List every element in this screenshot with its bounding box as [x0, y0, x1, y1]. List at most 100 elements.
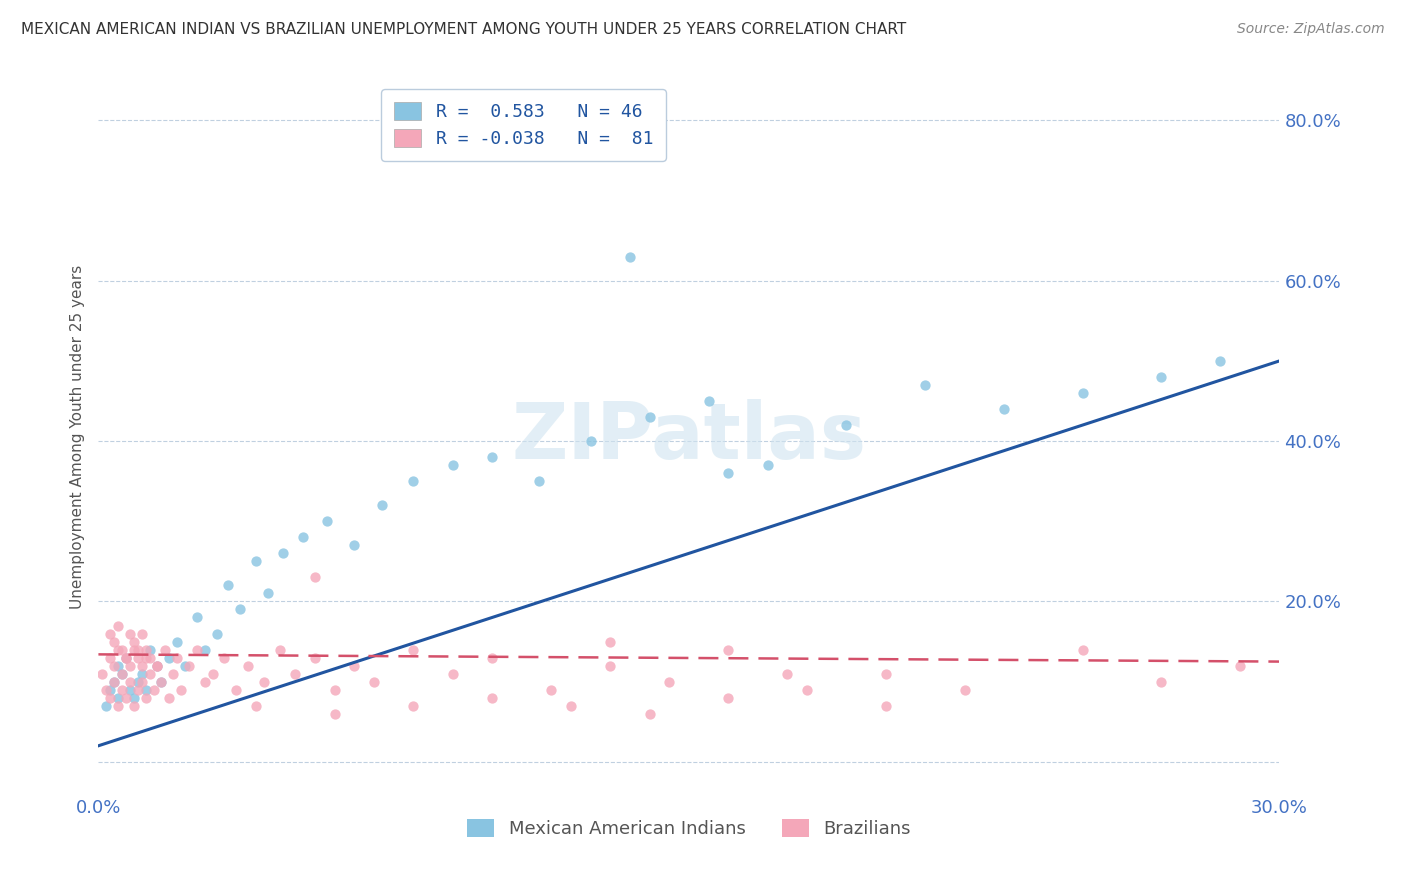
Point	[875, 666, 897, 681]
Point	[304, 570, 326, 584]
Point	[214, 650, 236, 665]
Point	[122, 698, 145, 713]
Point	[253, 674, 276, 689]
Point	[111, 666, 134, 681]
Point	[186, 610, 208, 624]
Point	[256, 586, 278, 600]
Point	[157, 650, 180, 665]
Point	[111, 682, 134, 697]
Point	[697, 394, 720, 409]
Point	[402, 474, 425, 488]
Point	[323, 682, 346, 697]
Point	[441, 666, 464, 681]
Point	[177, 658, 200, 673]
Point	[993, 402, 1015, 417]
Point	[135, 682, 157, 697]
Point	[236, 658, 259, 673]
Point	[194, 674, 217, 689]
Point	[127, 674, 149, 689]
Point	[118, 626, 141, 640]
Point	[107, 618, 129, 632]
Point	[402, 698, 425, 713]
Point	[273, 546, 295, 560]
Point	[150, 674, 173, 689]
Point	[186, 642, 208, 657]
Point	[122, 642, 145, 657]
Y-axis label: Unemployment Among Youth under 25 years: Unemployment Among Youth under 25 years	[69, 265, 84, 609]
Point	[875, 698, 897, 713]
Point	[796, 682, 818, 697]
Point	[115, 690, 138, 705]
Point	[1229, 658, 1251, 673]
Point	[127, 642, 149, 657]
Point	[914, 378, 936, 392]
Point	[717, 466, 740, 480]
Point	[174, 658, 197, 673]
Point	[150, 674, 173, 689]
Point	[315, 514, 337, 528]
Point	[363, 674, 385, 689]
Point	[1209, 354, 1232, 368]
Point	[619, 250, 641, 264]
Point	[658, 674, 681, 689]
Point	[107, 698, 129, 713]
Point	[343, 658, 366, 673]
Point	[135, 690, 157, 705]
Point	[103, 634, 125, 648]
Point	[98, 690, 121, 705]
Point	[166, 650, 188, 665]
Point	[269, 642, 291, 657]
Point	[157, 690, 180, 705]
Point	[98, 650, 121, 665]
Point	[835, 418, 858, 433]
Legend: Mexican American Indians, Brazilians: Mexican American Indians, Brazilians	[457, 808, 921, 849]
Point	[756, 458, 779, 472]
Point	[1071, 642, 1094, 657]
Point	[402, 642, 425, 657]
Point	[115, 650, 138, 665]
Point	[225, 682, 247, 697]
Point	[122, 690, 145, 705]
Point	[343, 538, 366, 552]
Point	[111, 666, 134, 681]
Point	[481, 690, 503, 705]
Point	[131, 626, 153, 640]
Point	[96, 682, 118, 697]
Point	[103, 658, 125, 673]
Point	[323, 706, 346, 721]
Point	[155, 642, 177, 657]
Point	[131, 658, 153, 673]
Point	[529, 474, 551, 488]
Point	[201, 666, 224, 681]
Point	[194, 642, 217, 657]
Point	[245, 554, 267, 568]
Point	[107, 658, 129, 673]
Point	[131, 674, 153, 689]
Point	[118, 682, 141, 697]
Point	[217, 578, 239, 592]
Point	[540, 682, 562, 697]
Point	[98, 626, 121, 640]
Point	[115, 650, 138, 665]
Point	[118, 674, 141, 689]
Point	[599, 658, 621, 673]
Point	[229, 602, 252, 616]
Point	[127, 650, 149, 665]
Point	[284, 666, 307, 681]
Point	[111, 642, 134, 657]
Point	[245, 698, 267, 713]
Point	[638, 410, 661, 425]
Point	[481, 450, 503, 464]
Point	[98, 682, 121, 697]
Point	[96, 698, 118, 713]
Text: MEXICAN AMERICAN INDIAN VS BRAZILIAN UNEMPLOYMENT AMONG YOUTH UNDER 25 YEARS COR: MEXICAN AMERICAN INDIAN VS BRAZILIAN UNE…	[21, 22, 907, 37]
Point	[107, 690, 129, 705]
Point	[599, 634, 621, 648]
Point	[138, 650, 160, 665]
Point	[953, 682, 976, 697]
Point	[170, 682, 193, 697]
Point	[371, 498, 394, 512]
Point	[481, 650, 503, 665]
Point	[142, 682, 165, 697]
Text: ZIPatlas: ZIPatlas	[512, 399, 866, 475]
